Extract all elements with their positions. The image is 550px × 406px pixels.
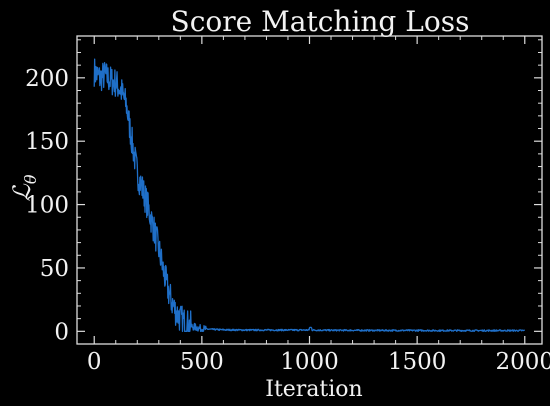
axis-tick-labels: 0 500 1000 1500 2000 0 50 100 150 200 bbox=[25, 66, 550, 375]
y-axis-label-subscript: θ bbox=[21, 174, 40, 184]
axis-ticks bbox=[77, 36, 542, 345]
y-axis-label-main: ℒ bbox=[8, 183, 36, 201]
chart-title: Score Matching Loss bbox=[171, 5, 470, 38]
y-axis-label: ℒθ bbox=[8, 174, 40, 201]
y-tick-label: 100 bbox=[25, 193, 69, 219]
x-tick-label: 2000 bbox=[496, 349, 550, 375]
loss-line bbox=[93, 58, 526, 332]
x-tick-label: 1500 bbox=[388, 349, 447, 375]
x-tick-label: 1000 bbox=[280, 349, 339, 375]
x-axis-label: Iteration bbox=[265, 377, 362, 402]
y-tick-label: 0 bbox=[54, 319, 69, 345]
axes-frame bbox=[76, 35, 543, 345]
plot-area bbox=[93, 58, 526, 332]
y-tick-label: 150 bbox=[25, 129, 69, 155]
y-tick-label: 200 bbox=[25, 66, 69, 92]
y-tick-label: 50 bbox=[40, 256, 69, 282]
x-tick-label: 0 bbox=[87, 349, 102, 375]
x-tick-label: 500 bbox=[180, 349, 224, 375]
